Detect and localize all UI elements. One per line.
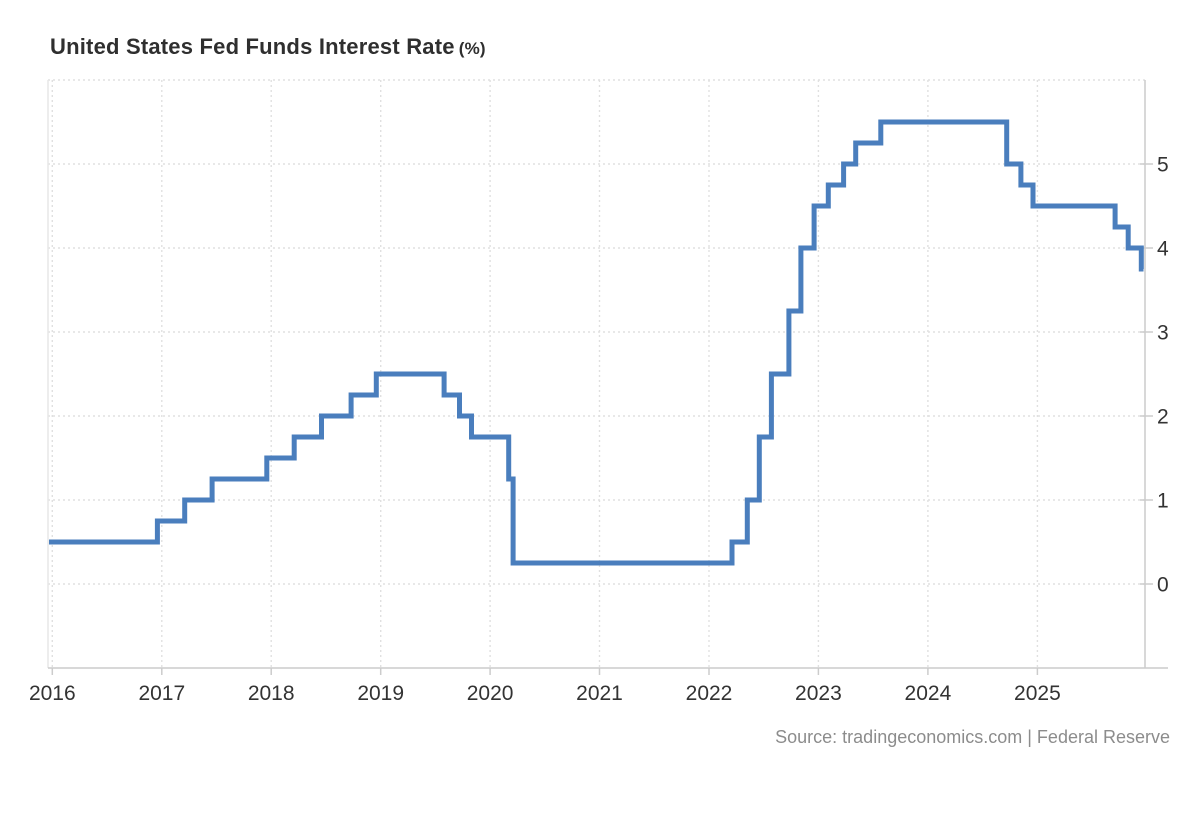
x-tick-label: 2024 [905,682,952,705]
y-tick-label: 2 [1157,406,1169,429]
x-tick-label: 2021 [576,682,623,705]
y-tick-label: 4 [1157,238,1169,261]
chart-title: United States Fed Funds Interest Rate (%) [50,34,486,60]
x-tick-label: 2016 [29,682,76,705]
rate-series-line [49,119,1144,566]
y-tick-label: 5 [1157,154,1169,177]
y-tick-label: 1 [1157,490,1169,513]
y-tick-label: 3 [1157,322,1169,345]
x-tick-label: 2022 [686,682,733,705]
x-tick-label: 2019 [357,682,404,705]
x-tick-label: 2018 [248,682,295,705]
x-tick-label: 2020 [467,682,514,705]
source-attribution: Source: tradingeconomics.com | Federal R… [775,727,1170,747]
x-tick-label: 2017 [138,682,185,705]
chart-title-text: United States Fed Funds Interest Rate [50,34,455,59]
x-tick-label: 2025 [1014,682,1061,705]
chart-title-unit: (%) [458,39,486,58]
y-tick-label: 0 [1157,574,1169,597]
fed-funds-step-chart: 2016 2017 2018 2019 2020 2021 2022 2023 2024 2025… [29,79,1169,705]
x-tick-label: 2023 [795,682,842,705]
